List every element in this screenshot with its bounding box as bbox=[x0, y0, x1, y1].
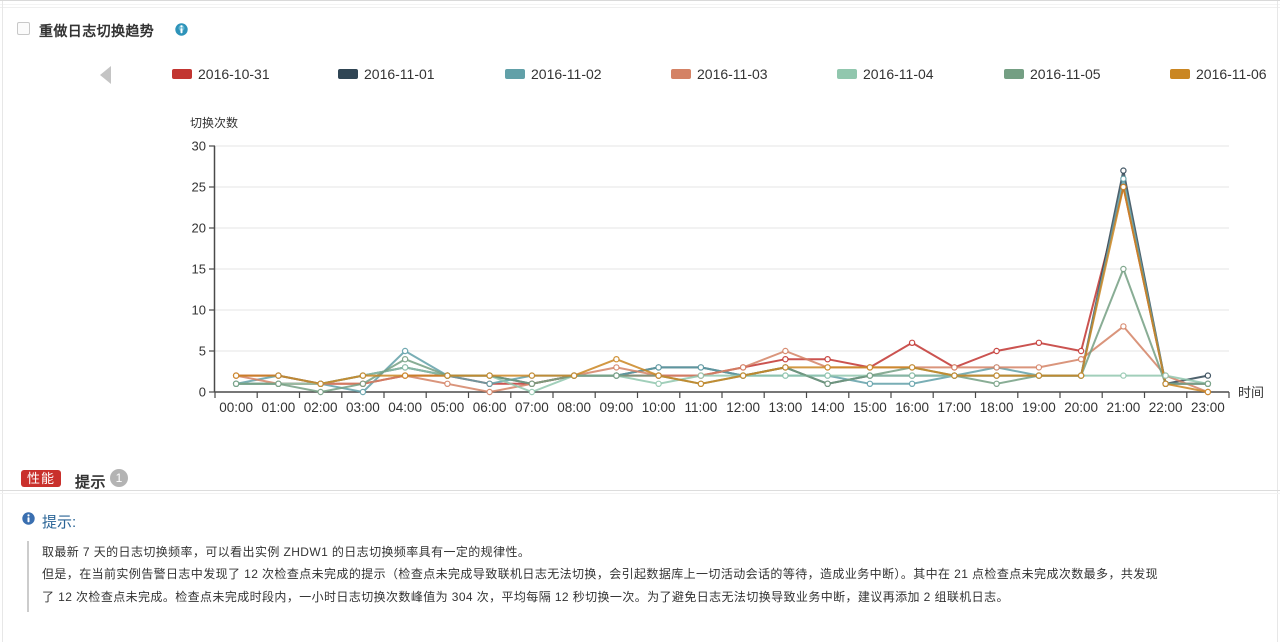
svg-text:22:00: 22:00 bbox=[1149, 400, 1183, 415]
svg-text:20: 20 bbox=[192, 221, 206, 236]
svg-text:10:00: 10:00 bbox=[642, 400, 676, 415]
svg-text:10: 10 bbox=[192, 303, 206, 318]
svg-text:15:00: 15:00 bbox=[853, 400, 887, 415]
svg-text:07:00: 07:00 bbox=[515, 400, 549, 415]
svg-text:23:00: 23:00 bbox=[1191, 400, 1225, 415]
svg-text:06:00: 06:00 bbox=[473, 400, 507, 415]
svg-text:02:00: 02:00 bbox=[304, 400, 338, 415]
svg-text:03:00: 03:00 bbox=[346, 400, 380, 415]
svg-text:11:00: 11:00 bbox=[685, 400, 718, 415]
svg-text:14:00: 14:00 bbox=[811, 400, 845, 415]
svg-text:25: 25 bbox=[192, 180, 206, 195]
svg-text:18:00: 18:00 bbox=[980, 400, 1014, 415]
svg-text:21:00: 21:00 bbox=[1107, 400, 1141, 415]
svg-text:17:00: 17:00 bbox=[938, 400, 972, 415]
svg-text:5: 5 bbox=[199, 344, 206, 359]
svg-text:15: 15 bbox=[192, 262, 206, 277]
svg-text:09:00: 09:00 bbox=[600, 400, 634, 415]
svg-text:30: 30 bbox=[192, 139, 206, 154]
svg-text:04:00: 04:00 bbox=[388, 400, 422, 415]
svg-text:16:00: 16:00 bbox=[895, 400, 929, 415]
svg-text:时间: 时间 bbox=[1238, 385, 1264, 400]
svg-text:13:00: 13:00 bbox=[769, 400, 803, 415]
svg-text:05:00: 05:00 bbox=[431, 400, 465, 415]
svg-text:切换次数: 切换次数 bbox=[190, 115, 238, 130]
svg-text:08:00: 08:00 bbox=[557, 400, 591, 415]
svg-text:0: 0 bbox=[199, 385, 206, 400]
svg-text:12:00: 12:00 bbox=[726, 400, 760, 415]
svg-text:20:00: 20:00 bbox=[1064, 400, 1098, 415]
svg-text:01:00: 01:00 bbox=[262, 400, 296, 415]
svg-text:19:00: 19:00 bbox=[1022, 400, 1056, 415]
svg-text:00:00: 00:00 bbox=[219, 400, 253, 415]
